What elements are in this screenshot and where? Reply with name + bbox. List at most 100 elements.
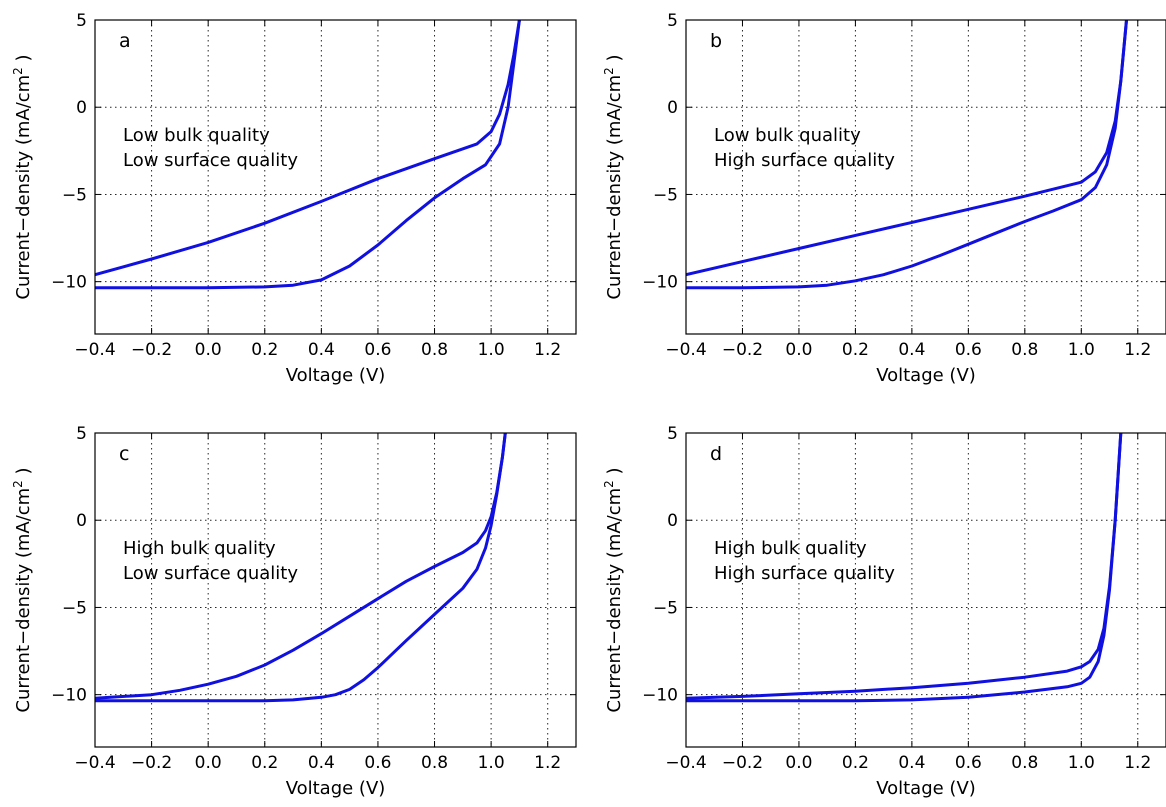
x-tick-label: 0.0	[785, 340, 812, 360]
x-tick-label: 1.2	[534, 753, 561, 773]
x-tick-label: −0.2	[131, 753, 172, 773]
y-tick-label: −10	[642, 273, 678, 293]
panel-letter: c	[119, 443, 129, 465]
x-tick-label: 0.4	[308, 753, 335, 773]
y-tick-label: −10	[642, 686, 678, 706]
x-axis-title: Voltage (V)	[286, 365, 386, 386]
x-tick-label: 0.4	[898, 340, 925, 360]
x-tick-label: 0.6	[364, 753, 391, 773]
y-tick-label: 0	[667, 511, 678, 531]
panel-annotation-line: Low surface quality	[123, 563, 298, 584]
x-tick-label: 1.2	[534, 340, 561, 360]
y-axis-title-sup: 2	[11, 480, 25, 488]
axes-frame	[94, 19, 577, 335]
panel-letter: a	[119, 30, 131, 52]
jv-curve-1	[686, 20, 1128, 290]
x-tick-label: −0.4	[74, 753, 115, 773]
x-tick-label: 0.2	[251, 340, 278, 360]
jv-curve-0	[686, 20, 1128, 277]
y-axis-title-end: )	[604, 467, 625, 480]
jv-curve-0	[95, 433, 507, 700]
x-axis-title: Voltage (V)	[286, 778, 386, 799]
panel-letter: b	[710, 30, 722, 52]
panel-annotation-line: Low bulk quality	[123, 125, 270, 146]
y-axis-title-end: )	[13, 467, 34, 480]
x-tick-label: 0.8	[421, 753, 448, 773]
panel-b: −0.4 −0.2 0.0 0.2 0.4 0.6 0.8 1.0 1.2 −10 −5 0 5 Volt…	[602, 11, 1166, 386]
y-axis-title-main: Current−density (mA/cm	[13, 75, 34, 300]
y-axis-title-main: Current−density (mA/cm	[13, 488, 34, 713]
x-tick-label: −0.2	[722, 753, 763, 773]
y-axis-title: Current−density (mA/cm2 )	[602, 467, 625, 712]
y-tick-label: 0	[76, 98, 87, 118]
x-tick-label: 0.2	[842, 753, 869, 773]
x-tick-label: 0.6	[955, 753, 982, 773]
panel-d: −0.4 −0.2 0.0 0.2 0.4 0.6 0.8 1.0 1.2 −10 −5 0 5 Volt…	[602, 424, 1166, 799]
axes-frame	[94, 432, 577, 748]
y-tick-label: 0	[667, 98, 678, 118]
y-tick-label: 5	[667, 11, 678, 31]
x-tick-label: 0.2	[842, 340, 869, 360]
y-axis-title-main: Current−density (mA/cm	[604, 75, 625, 300]
y-tick-label: 5	[76, 424, 87, 444]
panel-annotation-line: High bulk quality	[123, 538, 276, 559]
y-tick-label: −10	[51, 273, 87, 293]
y-tick-label: −5	[62, 598, 87, 618]
y-tick-label: −5	[62, 185, 87, 205]
jv-curve-1	[686, 433, 1123, 703]
y-axis-title: Current−density (mA/cm2 )	[602, 54, 625, 299]
x-tick-label: 0.8	[1011, 340, 1038, 360]
jv-curve-1	[95, 433, 507, 703]
x-tick-label: 0.4	[898, 753, 925, 773]
x-tick-label: 0.0	[195, 340, 222, 360]
x-tick-label: −0.4	[665, 340, 706, 360]
panel-annotation-line: High surface quality	[714, 563, 895, 584]
x-tick-label: 0.6	[955, 340, 982, 360]
panel-letter: d	[710, 443, 722, 465]
x-tick-label: 0.4	[308, 340, 335, 360]
y-axis-title-sup: 2	[602, 67, 616, 75]
x-tick-label: 0.8	[421, 340, 448, 360]
x-tick-label: 1.0	[478, 340, 505, 360]
x-tick-label: −0.2	[131, 340, 172, 360]
panel-annotation-line: Low bulk quality	[714, 125, 861, 146]
axes-frame	[685, 19, 1166, 335]
axes-frame	[685, 432, 1166, 748]
x-tick-label: 0.0	[785, 753, 812, 773]
x-tick-label: −0.4	[665, 753, 706, 773]
y-tick-label: 5	[667, 424, 678, 444]
x-tick-label: −0.4	[74, 340, 115, 360]
x-tick-label: 0.6	[364, 340, 391, 360]
y-axis-title: Current−density (mA/cm2 )	[11, 54, 34, 299]
y-axis-title-sup: 2	[11, 67, 25, 75]
x-tick-label: 1.0	[1068, 753, 1095, 773]
panel-annotation-line: High bulk quality	[714, 538, 867, 559]
panel-annotation-line: High surface quality	[714, 150, 895, 171]
y-tick-label: 5	[76, 11, 87, 31]
x-tick-label: 0.2	[251, 753, 278, 773]
panel-annotation-line: Low surface quality	[123, 150, 298, 171]
y-tick-label: −10	[51, 686, 87, 706]
jv-curve-0	[95, 20, 521, 277]
x-tick-label: 0.0	[195, 753, 222, 773]
x-tick-label: 1.0	[1068, 340, 1095, 360]
y-tick-label: 0	[76, 511, 87, 531]
x-axis-title: Voltage (V)	[876, 365, 976, 386]
y-axis-title-end: )	[13, 54, 34, 67]
y-axis-title-main: Current−density (mA/cm	[604, 488, 625, 713]
y-axis-title: Current−density (mA/cm2 )	[11, 467, 34, 712]
x-tick-label: 1.0	[478, 753, 505, 773]
x-tick-label: 1.2	[1124, 340, 1151, 360]
x-tick-label: −0.2	[722, 340, 763, 360]
x-tick-label: 0.8	[1011, 753, 1038, 773]
y-axis-title-end: )	[604, 54, 625, 67]
x-axis-title: Voltage (V)	[876, 778, 976, 799]
x-tick-label: 1.2	[1124, 753, 1151, 773]
y-tick-label: −5	[653, 598, 678, 618]
panel-a: −0.4 −0.2 0.0 0.2 0.4 0.6 0.8 1.0 1.2 −10 −5 0 5 Volt…	[11, 11, 577, 386]
y-axis-title-sup: 2	[602, 480, 616, 488]
jv-curve-1	[95, 20, 521, 290]
y-tick-label: −5	[653, 185, 678, 205]
